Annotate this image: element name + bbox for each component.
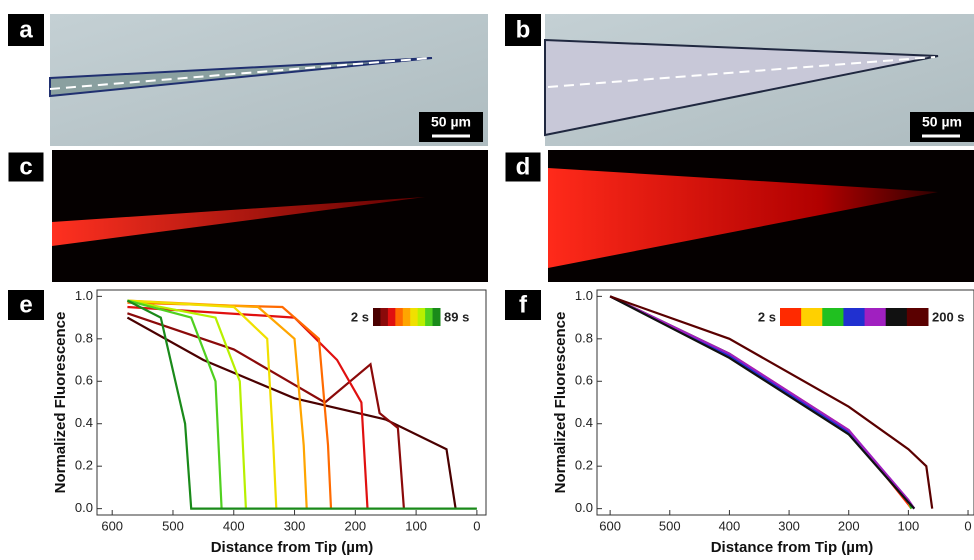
- panel-c: c: [7, 150, 488, 282]
- colorbar-swatch: [885, 308, 908, 326]
- series-line: [609, 295, 934, 509]
- colorbar-swatch: [402, 308, 411, 326]
- colorbar-label: 200 s: [932, 309, 965, 324]
- x-tick-label: 200: [838, 518, 860, 533]
- plot-frame: [596, 289, 974, 516]
- colorbar-swatch: [864, 308, 887, 326]
- series-line: [127, 299, 247, 509]
- panel-label: f: [519, 291, 528, 318]
- panel-label-box: [505, 290, 541, 320]
- y-tick-label: 0.0: [575, 500, 593, 515]
- panel-label: b: [516, 16, 531, 43]
- series-line: [609, 295, 916, 510]
- x-tick-label: 500: [659, 518, 681, 533]
- x-axis-title: Distance from Tip (µm): [711, 539, 874, 556]
- colorbar-swatch: [387, 308, 396, 326]
- panel-label: d: [516, 153, 531, 180]
- y-tick-label: 0.2: [575, 458, 593, 473]
- y-tick-label: 1.0: [575, 288, 593, 303]
- x-tick-label: 300: [778, 518, 800, 533]
- y-tick-label: 0.4: [575, 415, 593, 430]
- x-tick-label: 600: [599, 518, 621, 533]
- x-tick-label: 0: [473, 518, 480, 533]
- colorbar-swatch: [843, 308, 866, 326]
- x-tick-label: 400: [719, 518, 741, 533]
- panel-b: b 50 µm: [505, 14, 974, 146]
- panel-label-box: [8, 290, 44, 320]
- series-line: [127, 312, 405, 509]
- x-tick-label: 300: [284, 518, 306, 533]
- y-axis-title: Normalized Fluorescence: [52, 312, 69, 494]
- y-tick-label: 0.8: [575, 330, 593, 345]
- x-tick-label: 100: [898, 518, 920, 533]
- y-tick-label: 0.6: [75, 373, 93, 388]
- colorbar-swatch: [780, 308, 802, 326]
- x-tick-label: 100: [405, 518, 427, 533]
- panel-label: e: [19, 291, 32, 318]
- colorbar-label: 2 s: [351, 309, 369, 324]
- colorbar-label: 89 s: [444, 309, 469, 324]
- y-tick-label: 0.4: [75, 415, 93, 430]
- series-line: [126, 316, 457, 509]
- y-tick-label: 0.2: [75, 458, 93, 473]
- colorbar-swatch: [906, 308, 929, 326]
- plot-frame: [96, 289, 487, 516]
- series-line: [127, 299, 223, 509]
- colorbar-swatch: [432, 308, 441, 326]
- y-tick-label: 0.0: [75, 500, 93, 515]
- colorbar-label: 2 s: [758, 309, 776, 324]
- series-line: [127, 305, 369, 509]
- colorbar-swatch: [822, 308, 844, 326]
- x-tick-label: 400: [223, 518, 245, 533]
- panel-d: d: [504, 150, 974, 282]
- colorbar-swatch: [395, 308, 404, 326]
- x-tick-label: 500: [162, 518, 184, 533]
- x-tick-label: 0: [964, 518, 971, 533]
- panel-label: c: [19, 153, 32, 180]
- series-line: [126, 299, 477, 510]
- colorbar-swatch: [417, 308, 426, 326]
- series-line: [127, 299, 278, 509]
- x-tick-label: 200: [344, 518, 366, 533]
- colorbar-swatch: [373, 308, 381, 326]
- panel-label: a: [19, 16, 33, 43]
- colorbar-swatch: [801, 308, 823, 326]
- y-axis-title: Normalized Fluorescence: [552, 312, 569, 494]
- y-tick-label: 1.0: [75, 288, 93, 303]
- colorbar-swatch: [425, 308, 434, 326]
- colorbar-swatch: [380, 308, 389, 326]
- x-axis-title: Distance from Tip (µm): [211, 539, 374, 556]
- scale-bar-label: 50 µm: [922, 114, 962, 130]
- y-tick-label: 0.8: [75, 330, 93, 345]
- colorbar-swatch: [410, 308, 419, 326]
- panel-a: a 50 µm: [8, 14, 488, 146]
- x-tick-label: 600: [101, 518, 123, 533]
- scale-bar-label: 50 µm: [431, 114, 471, 130]
- y-tick-label: 0.6: [575, 373, 593, 388]
